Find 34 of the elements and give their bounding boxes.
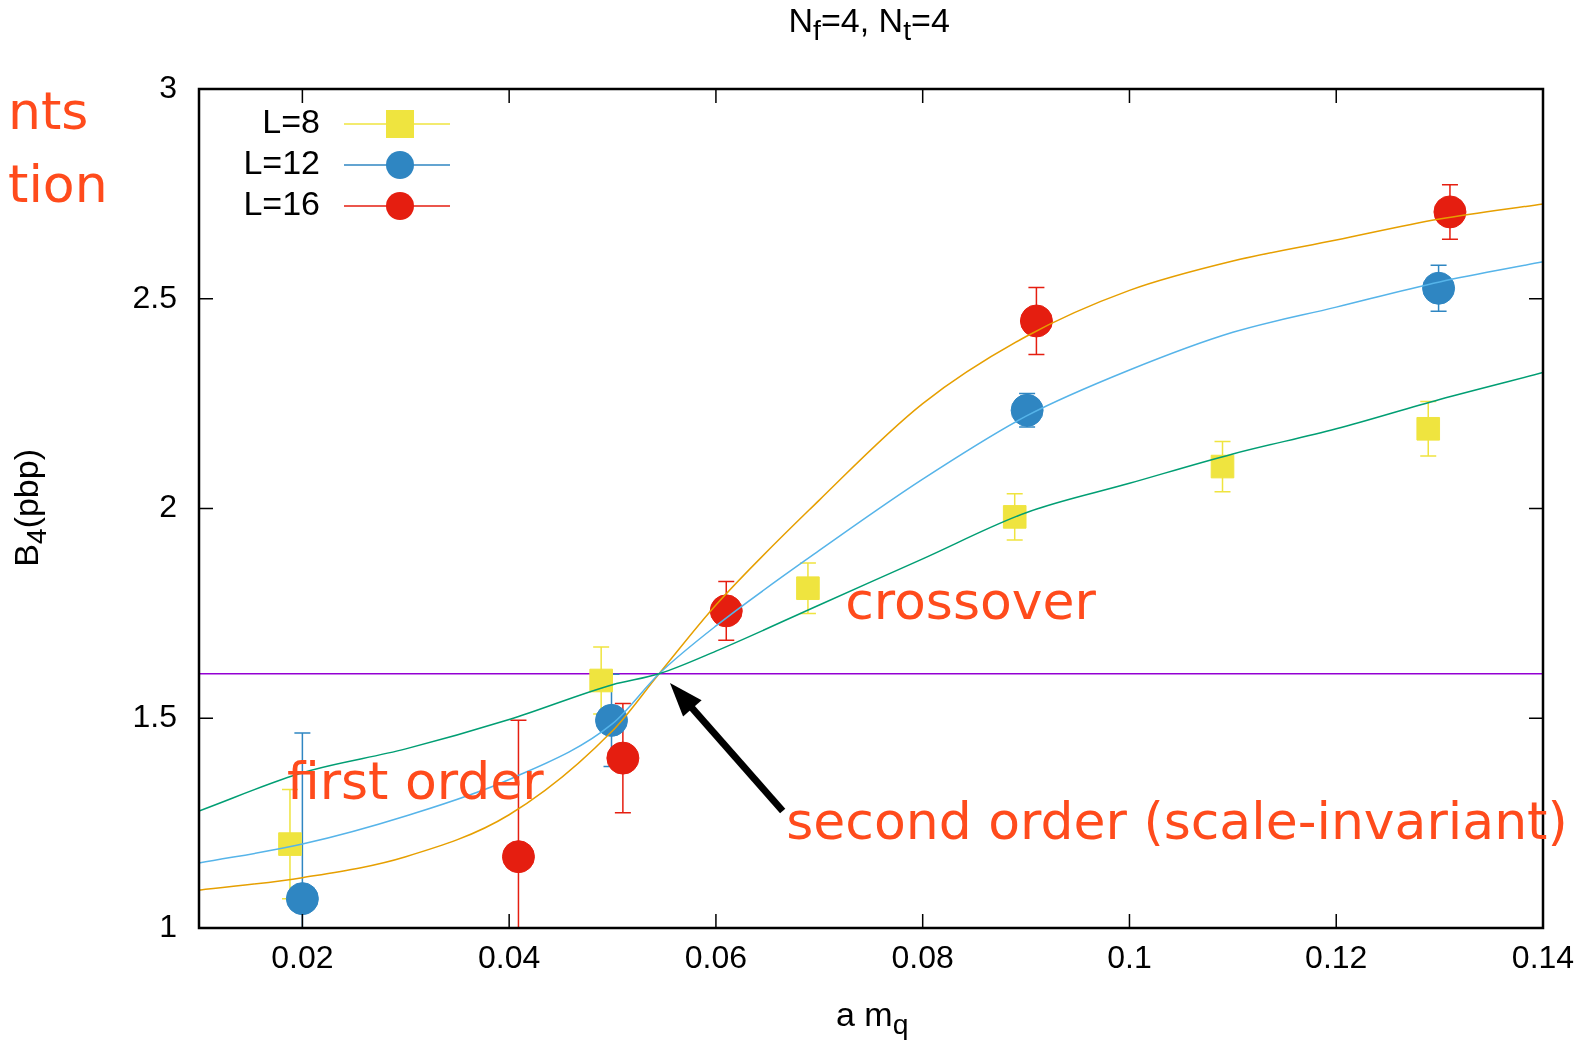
x-tick-label: 0.08: [891, 939, 954, 976]
chart-title: N$_{f}$=4, N$_{t}$=4: [788, 1, 950, 47]
point: [589, 668, 613, 693]
point: [285, 882, 319, 916]
annotation: crossover: [845, 570, 1097, 631]
y-tick-label: 2: [159, 488, 177, 525]
x-tick-label: 0.1: [1107, 939, 1152, 976]
legend-label: L=12: [243, 143, 320, 182]
y-tick-label: 1: [159, 907, 177, 944]
point: [1210, 454, 1235, 479]
x-tick-label: 0.02: [271, 939, 334, 976]
point: [501, 840, 535, 874]
x-tick-label: 0.12: [1305, 939, 1368, 976]
point: [1416, 416, 1441, 441]
point: [1002, 505, 1027, 529]
point: [709, 594, 743, 628]
y-tick-label: 2.5: [132, 278, 177, 315]
x-tick-label: 0.14: [1511, 939, 1575, 976]
y-tick-label: 3: [159, 68, 177, 105]
y-tick-label: 1.5: [132, 698, 177, 735]
x-tick-label: 0.06: [684, 939, 748, 976]
x-axis-title: a m$_{q}$: [836, 995, 909, 1041]
legend-label: L=16: [243, 184, 320, 223]
point: [796, 576, 820, 601]
point: [1010, 393, 1044, 427]
text: tion: [8, 153, 108, 214]
point: [278, 832, 302, 856]
point: [1422, 271, 1456, 305]
point: [1019, 304, 1053, 338]
point: [606, 741, 640, 775]
point: [1433, 195, 1467, 229]
legend-label: L=8: [262, 102, 320, 141]
text: nts: [8, 80, 89, 141]
x-tick-label: 0.04: [478, 939, 541, 976]
